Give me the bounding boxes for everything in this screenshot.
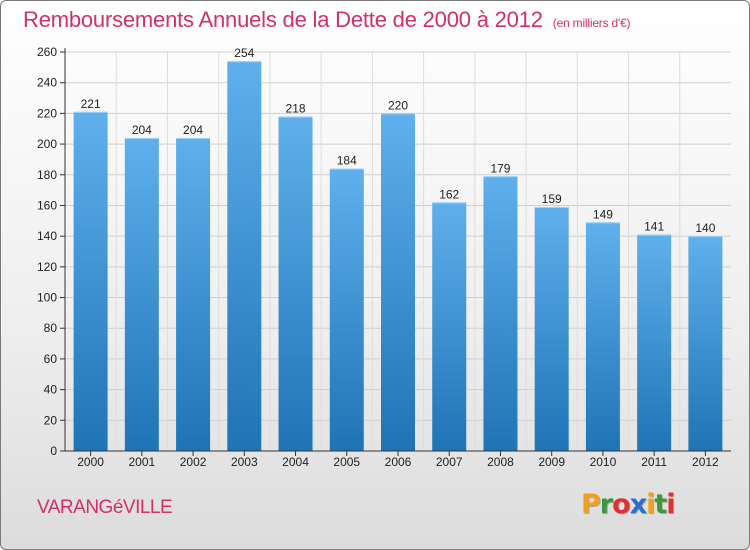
value-label: 204 [132, 123, 152, 137]
value-label: 162 [439, 187, 459, 201]
value-label: 218 [286, 101, 306, 115]
y-tick-label: 140 [37, 229, 57, 243]
x-tick-label: 2012 [692, 455, 719, 469]
value-label: 184 [337, 154, 357, 168]
y-tick-label: 200 [37, 137, 57, 151]
value-label: 140 [695, 221, 715, 235]
bar [176, 137, 211, 451]
bar [688, 236, 723, 451]
x-tick-label: 2009 [538, 455, 565, 469]
y-tick-label: 100 [37, 291, 57, 305]
y-tick-label: 40 [44, 383, 58, 397]
x-tick-label: 2002 [180, 455, 207, 469]
title-text: Remboursements Annuels de la Dette de 20… [23, 7, 543, 32]
y-tick-label: 260 [37, 45, 57, 59]
logo-letter: t [654, 489, 667, 520]
value-label: 159 [542, 192, 562, 206]
bar [73, 111, 108, 451]
bar [585, 222, 620, 451]
proxiti-logo[interactable]: Proxiti [581, 489, 676, 520]
bar [381, 113, 415, 451]
y-tick-label: 0 [50, 444, 57, 458]
bar [124, 137, 159, 451]
value-label: 220 [388, 98, 408, 112]
labels: 0 20 40 60 80 100 120 140 160 180 200 220 240 260 221 2… [37, 45, 719, 469]
bar [432, 202, 467, 451]
axes [60, 48, 731, 456]
value-label: 204 [183, 123, 203, 137]
chart-subtitle: (en milliers d'€) [552, 16, 631, 30]
logo-letter: x [629, 489, 647, 520]
logo-letter: r [599, 489, 613, 520]
y-tick-label: 220 [37, 106, 57, 120]
bar [483, 176, 518, 452]
y-tick-label: 60 [44, 352, 58, 366]
value-label: 149 [593, 207, 613, 221]
value-label: 221 [81, 97, 101, 111]
x-tick-label: 2007 [436, 455, 463, 469]
x-tick-label: 2001 [128, 455, 155, 469]
value-label: 141 [644, 220, 664, 234]
chart-title: Remboursements Annuels de la Dette de 20… [23, 7, 631, 33]
bar [329, 168, 364, 451]
value-label: 179 [490, 161, 510, 175]
bar [227, 61, 262, 451]
logo-letter: o [612, 489, 631, 520]
city-name: VARANGéVILLE [37, 497, 173, 518]
bars [73, 61, 723, 452]
logo-letter: i [666, 489, 675, 520]
x-tick-label: 2004 [282, 455, 309, 469]
y-tick-label: 80 [44, 321, 58, 335]
y-tick-label: 240 [37, 76, 57, 90]
x-tick-label: 2010 [590, 455, 617, 469]
value-label: 254 [234, 46, 254, 60]
y-tick-label: 160 [37, 198, 57, 212]
x-tick-label: 2006 [385, 455, 412, 469]
y-tick-label: 20 [44, 413, 58, 427]
x-tick-label: 2011 [641, 455, 667, 469]
x-tick-label: 2008 [487, 455, 514, 469]
logo-letter: i [646, 489, 655, 520]
x-tick-label: 2003 [231, 455, 258, 469]
x-tick-label: 2005 [333, 455, 360, 469]
bar [637, 234, 672, 451]
y-tick-label: 180 [37, 168, 57, 182]
x-tick-label: 2000 [77, 455, 104, 469]
bar [534, 206, 569, 451]
logo-letter: P [581, 489, 601, 520]
bar [278, 116, 313, 451]
y-tick-label: 120 [37, 260, 57, 274]
